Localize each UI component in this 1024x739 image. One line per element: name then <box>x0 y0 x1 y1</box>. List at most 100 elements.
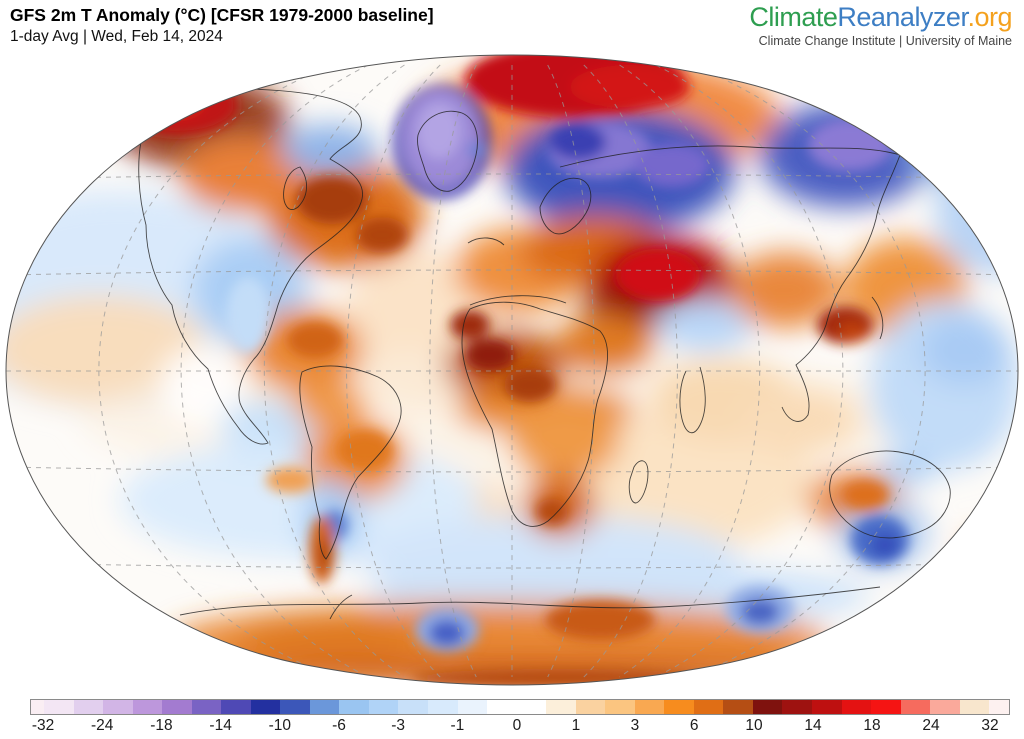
colorbar-segment <box>812 700 842 714</box>
anomaly-region-korea-japan-core <box>838 322 866 342</box>
anomaly-region-tibet-blue <box>657 299 753 351</box>
graticule-meridian <box>547 64 595 678</box>
anomaly-region-brazil-core <box>337 430 393 470</box>
anomaly-region-seasia-warm-wash <box>740 387 860 453</box>
anomaly-region-us-east-core <box>287 322 343 358</box>
colorbar-segment <box>900 700 931 714</box>
anomaly-region-ne-siberia-purple <box>808 119 892 171</box>
anomaly-region-alaska-red-core <box>136 85 204 117</box>
colorbar-tick-label: 18 <box>863 717 881 734</box>
graticule-meridian <box>346 64 441 678</box>
colorbar-tick-label: 3 <box>630 717 640 734</box>
anomaly-region-sahara-core-west <box>465 339 515 371</box>
coast-hudson-bay <box>283 166 307 210</box>
colorbar-tick-labels: -32 -24 -18 -14 -10 -6 -3 -1 0 1 3 6 10 14 18 24 32 <box>30 717 1010 737</box>
colorbar-tick-label: -1 <box>450 717 465 734</box>
colorbar-tick-label: -10 <box>268 717 291 734</box>
colorbar-segment <box>605 700 635 714</box>
anomaly-region-urals-purple <box>634 143 710 187</box>
coast-russia-arctic <box>559 145 901 168</box>
colorbar-segment <box>634 700 665 714</box>
anomaly-region-aus-ne-blue <box>873 457 937 483</box>
logo-tagline: Climate Change Institute | University of… <box>758 34 1012 48</box>
colorbar-tick-label: -14 <box>209 717 232 734</box>
colorbar-segment <box>162 700 192 714</box>
anomaly-region-indian-ocean-wash <box>565 410 815 550</box>
coast-antarctica <box>179 586 881 620</box>
anomaly-region-canada-east-red <box>296 176 368 224</box>
graticule-parallel <box>6 173 1018 180</box>
colorbar-segment <box>103 700 133 714</box>
page-title: GFS 2m T Anomaly (°C) [CFSR 1979-2000 ba… <box>10 5 434 25</box>
graticule-meridian <box>619 64 761 678</box>
logo-reanalyzer: Reanalyzer <box>837 2 968 32</box>
colorbar-segment <box>871 700 901 714</box>
coast-north-america <box>94 88 363 445</box>
graticule-meridian <box>263 64 405 678</box>
colorbar-segment <box>31 700 44 714</box>
coast-india <box>679 366 706 434</box>
colorbar-tick-label: 24 <box>922 717 940 734</box>
coast-south-america <box>299 365 402 560</box>
anomaly-region-npacific-blue2 <box>920 315 1010 385</box>
coast-scandinavia <box>539 177 592 235</box>
colorbar-segment <box>280 700 310 714</box>
anomaly-region-patagonia-core <box>318 538 332 572</box>
logo-climate: Climate <box>749 2 838 32</box>
anomaly-region-us-plains-blue <box>226 277 270 353</box>
anomaly-region-antarctic-blue2 <box>741 599 779 625</box>
anomaly-region-alaska-red <box>118 75 238 135</box>
map-outline-border <box>5 54 1019 686</box>
colorbar-segment <box>664 700 694 714</box>
page-subtitle: 1-day Avg | Wed, Feb 14, 2024 <box>10 27 223 45</box>
colorbar-tick-label: -18 <box>150 717 173 734</box>
map-svg <box>5 54 1019 686</box>
colorbar-tick-label: 32 <box>981 717 999 734</box>
colorbar-segment <box>221 700 251 714</box>
colorbar-segment <box>841 700 872 714</box>
anomaly-blobs-core <box>60 55 909 685</box>
anomaly-region-n-southamerica-orange <box>292 383 368 427</box>
colorbar-tick-label: -32 <box>31 717 55 734</box>
graticule-meridian <box>583 64 678 678</box>
colorbar-segment <box>339 700 369 714</box>
anomaly-region-arctic-islands-blue <box>282 124 378 176</box>
world-anomaly-map <box>0 47 1024 695</box>
anomaly-region-aus-south-blue-core <box>871 533 899 557</box>
anomaly-region-nz-orange <box>963 538 1007 562</box>
climate-reanalyzer-logo[interactable]: ClimateReanalyzer.org Climate Change Ins… <box>749 4 1012 49</box>
anomaly-region-canada-east-red2 <box>356 217 408 253</box>
anomaly-region-mideast-orange <box>555 315 655 375</box>
colorbar-segment <box>73 700 104 714</box>
colorbar-segment <box>309 700 340 714</box>
coast-australia <box>829 450 951 539</box>
anomaly-region-spain-morocco-dark <box>450 310 490 340</box>
colorbar-segment <box>487 700 547 714</box>
logo-text[interactable]: ClimateReanalyzer.org <box>749 4 1012 31</box>
anomaly-region-alaska-pink-streak <box>140 90 176 104</box>
anomaly-colorbar <box>30 699 1010 715</box>
coast-europe-uk <box>467 237 567 306</box>
colorbar-segment <box>457 700 488 714</box>
anomaly-region-eq-africa-orange <box>510 402 620 478</box>
graticule-parallel <box>6 269 1018 276</box>
colorbar-segment <box>959 700 990 714</box>
graticule-meridian <box>429 64 477 678</box>
anomaly-region-scandinavia-indigo <box>550 124 606 160</box>
header: GFS 2m T Anomaly (°C) [CFSR 1979-2000 ba… <box>10 5 434 48</box>
colorbar-segment <box>132 700 163 714</box>
graticule-meridian <box>691 64 926 678</box>
coast-madagascar <box>628 460 649 504</box>
colorbar-segment <box>191 700 222 714</box>
anomaly-region-antarctic-orange-left <box>240 613 420 657</box>
colorbar-tick-label: -6 <box>332 717 346 734</box>
colorbar-segment <box>250 700 281 714</box>
logo-org: .org <box>967 2 1012 32</box>
colorbar-tick-label: -3 <box>391 717 406 734</box>
graticule-meridian <box>180 64 369 678</box>
colorbar-segment <box>752 700 783 714</box>
colorbar-segment <box>546 700 576 714</box>
anomaly-region-bering-blue <box>60 99 140 151</box>
colorbar-segment <box>575 700 606 714</box>
anomaly-region-kazakhstan-red-core <box>616 249 700 301</box>
